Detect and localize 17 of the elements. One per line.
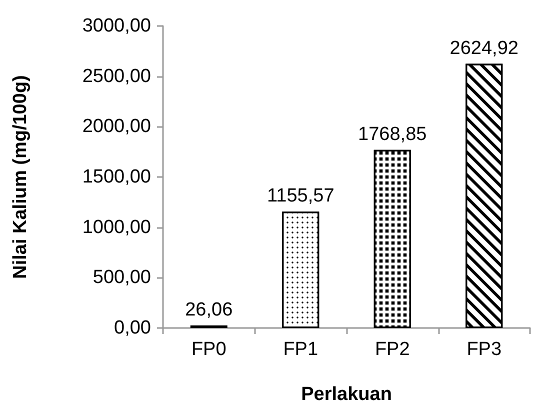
data-label: 2624,92: [450, 38, 518, 59]
y-tick-label: 2000,00: [82, 116, 151, 138]
data-label: 1155,57: [266, 186, 334, 207]
y-tick-label: 0,00: [114, 318, 151, 338]
x-axis-title: Perlakuan: [301, 384, 392, 405]
y-tick-label: 1500,00: [82, 166, 151, 188]
x-tick-label: FP0: [191, 339, 226, 360]
y-tick-label: 1000,00: [82, 216, 151, 238]
data-label: 1768,85: [358, 124, 427, 145]
data-label: 26,06: [185, 299, 233, 320]
x-tick-label: FP3: [466, 339, 502, 360]
x-tick-label: FP2: [374, 339, 410, 360]
y-axis-title: Nilai Kalium (mg/100g): [10, 75, 31, 279]
y-tick-label: 3000,00: [82, 16, 151, 36]
x-tick-label: FP1: [283, 339, 318, 360]
y-tick-label: 2500,00: [82, 66, 151, 87]
y-tick-label: 500,00: [92, 267, 151, 288]
